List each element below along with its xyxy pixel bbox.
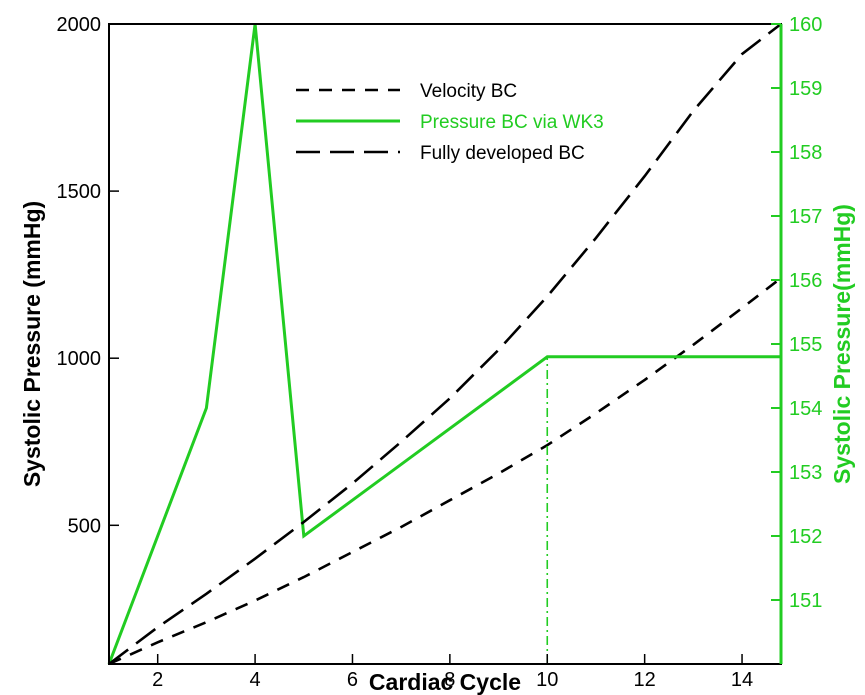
y-right-tick-label: 156	[789, 270, 822, 292]
y-right-tick-label: 159	[789, 78, 822, 100]
y-left-axis-ticks: 500 1000 1500 2000	[57, 14, 119, 537]
y-right-tick-label: 151	[789, 590, 822, 612]
legend-label-2: Pressure BC via WK3	[420, 112, 604, 133]
y-right-tick-label: 155	[789, 334, 822, 356]
y-left-tick-label: 1500	[57, 181, 102, 203]
legend-label-1: Velocity BC	[420, 81, 517, 102]
plot-lines	[107, 22, 782, 666]
x-tick-label: 14	[731, 669, 753, 691]
x-tick-label: 10	[536, 669, 558, 691]
y-right-tick-label: 154	[789, 398, 822, 420]
series-line-1	[108, 276, 782, 666]
series-line-3	[108, 22, 782, 666]
y-right-tick-label: 157	[789, 206, 822, 228]
y-right-axis-title: Systolic Pressure(mmHg)	[829, 204, 855, 484]
y-right-tick-label: 152	[789, 526, 822, 548]
y-left-tick-label: 1000	[57, 348, 102, 370]
y-left-tick-label: 2000	[57, 14, 102, 36]
x-tick-label: 6	[347, 669, 358, 691]
legend: Velocity BC Pressure BC via WK3 Fully deve…	[296, 81, 604, 164]
y-right-tick-label: 153	[789, 462, 822, 484]
series-line-2	[107, 23, 781, 665]
legend-label-3: Fully developed BC	[420, 143, 585, 164]
x-tick-label: 8	[444, 669, 455, 691]
x-tick-label: 2	[152, 669, 163, 691]
y-left-tick-label: 500	[68, 515, 101, 537]
y-left-axis-title: Systolic Pressure (mmHg)	[19, 201, 45, 487]
y-right-tick-label: 160	[789, 14, 822, 36]
y-right-tick-label: 158	[789, 142, 822, 164]
x-tick-label: 12	[634, 669, 656, 691]
x-axis-title: Cardiac Cycle	[369, 669, 521, 695]
x-tick-label: 4	[250, 669, 261, 691]
y-right-axis-ticks: 151 152 153 154 155 156 157 158 159 160	[771, 14, 822, 612]
x-axis-ticks: 2 4 6 8 10 12 14	[152, 654, 753, 691]
